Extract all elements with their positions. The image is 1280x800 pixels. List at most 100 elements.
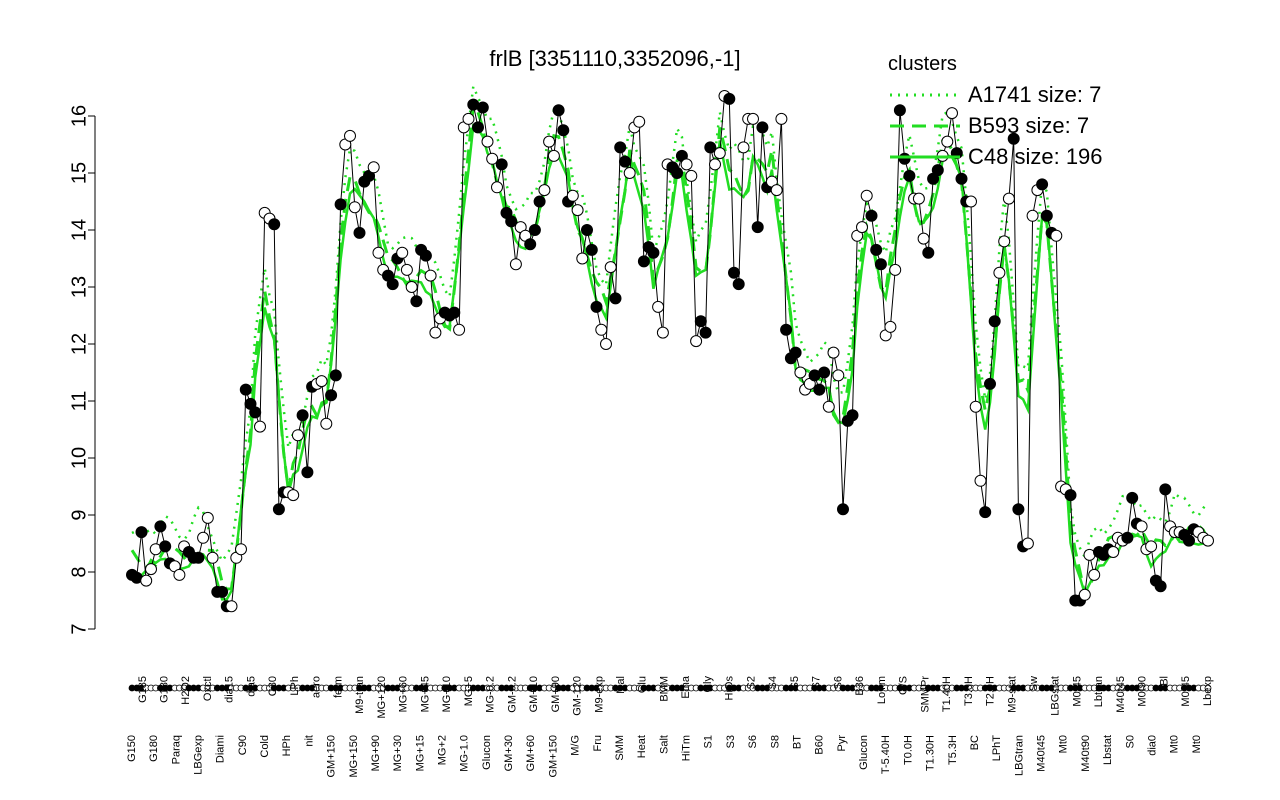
data-point	[860, 189, 873, 202]
data-point	[301, 466, 314, 479]
data-point	[235, 543, 247, 556]
x-tick-label: GM-0.2	[506, 676, 518, 713]
x-tick-label: S8	[769, 735, 781, 748]
data-point	[429, 326, 442, 339]
y-tick-label: 8	[68, 566, 90, 577]
x-tick-label: MG+45	[419, 676, 431, 712]
x-tick-label: T5.3H	[947, 735, 959, 765]
data-point	[348, 201, 361, 214]
x-tick-label: LPh	[289, 676, 301, 696]
data-point	[604, 261, 617, 274]
data-point	[344, 129, 356, 142]
x-axis-ticks	[128, 684, 1212, 692]
x-tick-label: M9-exp	[593, 676, 605, 713]
data-point	[372, 246, 385, 259]
data-point	[704, 141, 717, 154]
data-point	[367, 161, 380, 174]
data-points	[126, 90, 1214, 613]
x-tick-label: Paraq	[170, 735, 182, 764]
x-tick-label: C90	[237, 735, 249, 755]
x-tick-label: S2	[745, 676, 757, 689]
data-point	[249, 406, 262, 419]
x-tick-label: MG-0.2	[485, 676, 497, 713]
x-tick-label: BMM	[659, 676, 671, 702]
data-point	[690, 335, 703, 348]
x-tick-label: T1.40H	[941, 676, 953, 712]
data-point	[979, 506, 992, 519]
data-point	[325, 389, 338, 402]
data-point	[315, 375, 328, 388]
data-point	[1078, 588, 1091, 601]
cluster-line-a1741	[131, 81, 1209, 564]
legend: clusters A1741 size: 7 B593 size: 7 C48 siz…	[888, 53, 1103, 169]
data-point	[832, 369, 845, 382]
x-tick-label: T1.30H	[925, 735, 937, 771]
data-point	[728, 266, 740, 279]
x-tick-label: GM+60	[525, 735, 537, 771]
x-tick-label: LBGtran	[1013, 735, 1025, 776]
x-tick-label: nit	[303, 735, 315, 747]
data-point	[595, 323, 608, 336]
x-tick-label: S0	[1124, 735, 1136, 748]
data-point	[566, 189, 579, 202]
data-point	[386, 278, 399, 291]
x-tick-label: Bl	[1158, 676, 1170, 686]
data-point	[173, 568, 186, 581]
x-tick-label: dia15	[224, 676, 236, 703]
data-point	[453, 323, 466, 336]
data-point	[637, 255, 650, 268]
y-tick-label: 7	[68, 623, 90, 634]
data-point	[481, 135, 494, 148]
x-tick-label: dia5	[246, 676, 258, 697]
x-tick-label: ferm	[332, 676, 344, 698]
data-point	[984, 377, 996, 390]
legend-entry: B593 size: 7	[968, 113, 1089, 138]
x-tick-label: Lbexp	[1202, 676, 1214, 706]
x-tick-label: M0t45	[1072, 676, 1084, 707]
data-point	[822, 400, 835, 413]
x-tick-label: Glucon	[858, 735, 870, 770]
data-point	[912, 192, 925, 205]
data-point	[329, 369, 342, 382]
x-tick-label: B60	[814, 735, 826, 755]
x-tick-label: MG+120	[376, 676, 388, 719]
data-point	[874, 258, 887, 271]
x-tick-label: Etha	[680, 675, 692, 699]
data-point	[1064, 489, 1077, 502]
data-point	[780, 323, 793, 336]
data-point	[770, 184, 783, 197]
data-point	[775, 112, 788, 125]
data-point	[656, 326, 669, 339]
x-tick-label: SMM	[614, 735, 626, 761]
x-tick-label: BC	[969, 735, 981, 750]
data-point	[709, 158, 721, 171]
data-point	[424, 269, 437, 282]
data-point	[547, 149, 560, 162]
data-point	[931, 164, 944, 177]
x-tick-label: Glu	[637, 676, 649, 693]
x-tick-label: MG+90	[370, 735, 382, 771]
data-point	[353, 226, 366, 239]
x-tick-label: HiOs	[724, 676, 736, 701]
data-point	[732, 278, 745, 291]
x-tick-label: MG+30	[392, 735, 404, 771]
data-point	[751, 221, 764, 234]
x-tick-label: M/G	[570, 735, 582, 756]
x-tick-label: S5	[789, 676, 801, 689]
data-point	[870, 243, 883, 256]
x-tick-label: LBGstat	[1050, 676, 1062, 716]
data-point	[623, 167, 636, 179]
x-tick-label: aero	[311, 676, 323, 698]
data-point	[1121, 531, 1134, 544]
data-point	[495, 158, 508, 171]
data-point	[609, 292, 622, 305]
data-point	[154, 520, 167, 533]
data-point	[590, 300, 603, 313]
x-tick-label: dia0	[1146, 735, 1158, 756]
legend-title: clusters	[888, 53, 957, 75]
data-point	[538, 184, 551, 197]
data-point	[557, 124, 570, 137]
legend-entry: C48 size: 196	[968, 144, 1103, 169]
data-point	[856, 221, 868, 234]
x-tick-label: Lbtran	[1093, 676, 1105, 707]
